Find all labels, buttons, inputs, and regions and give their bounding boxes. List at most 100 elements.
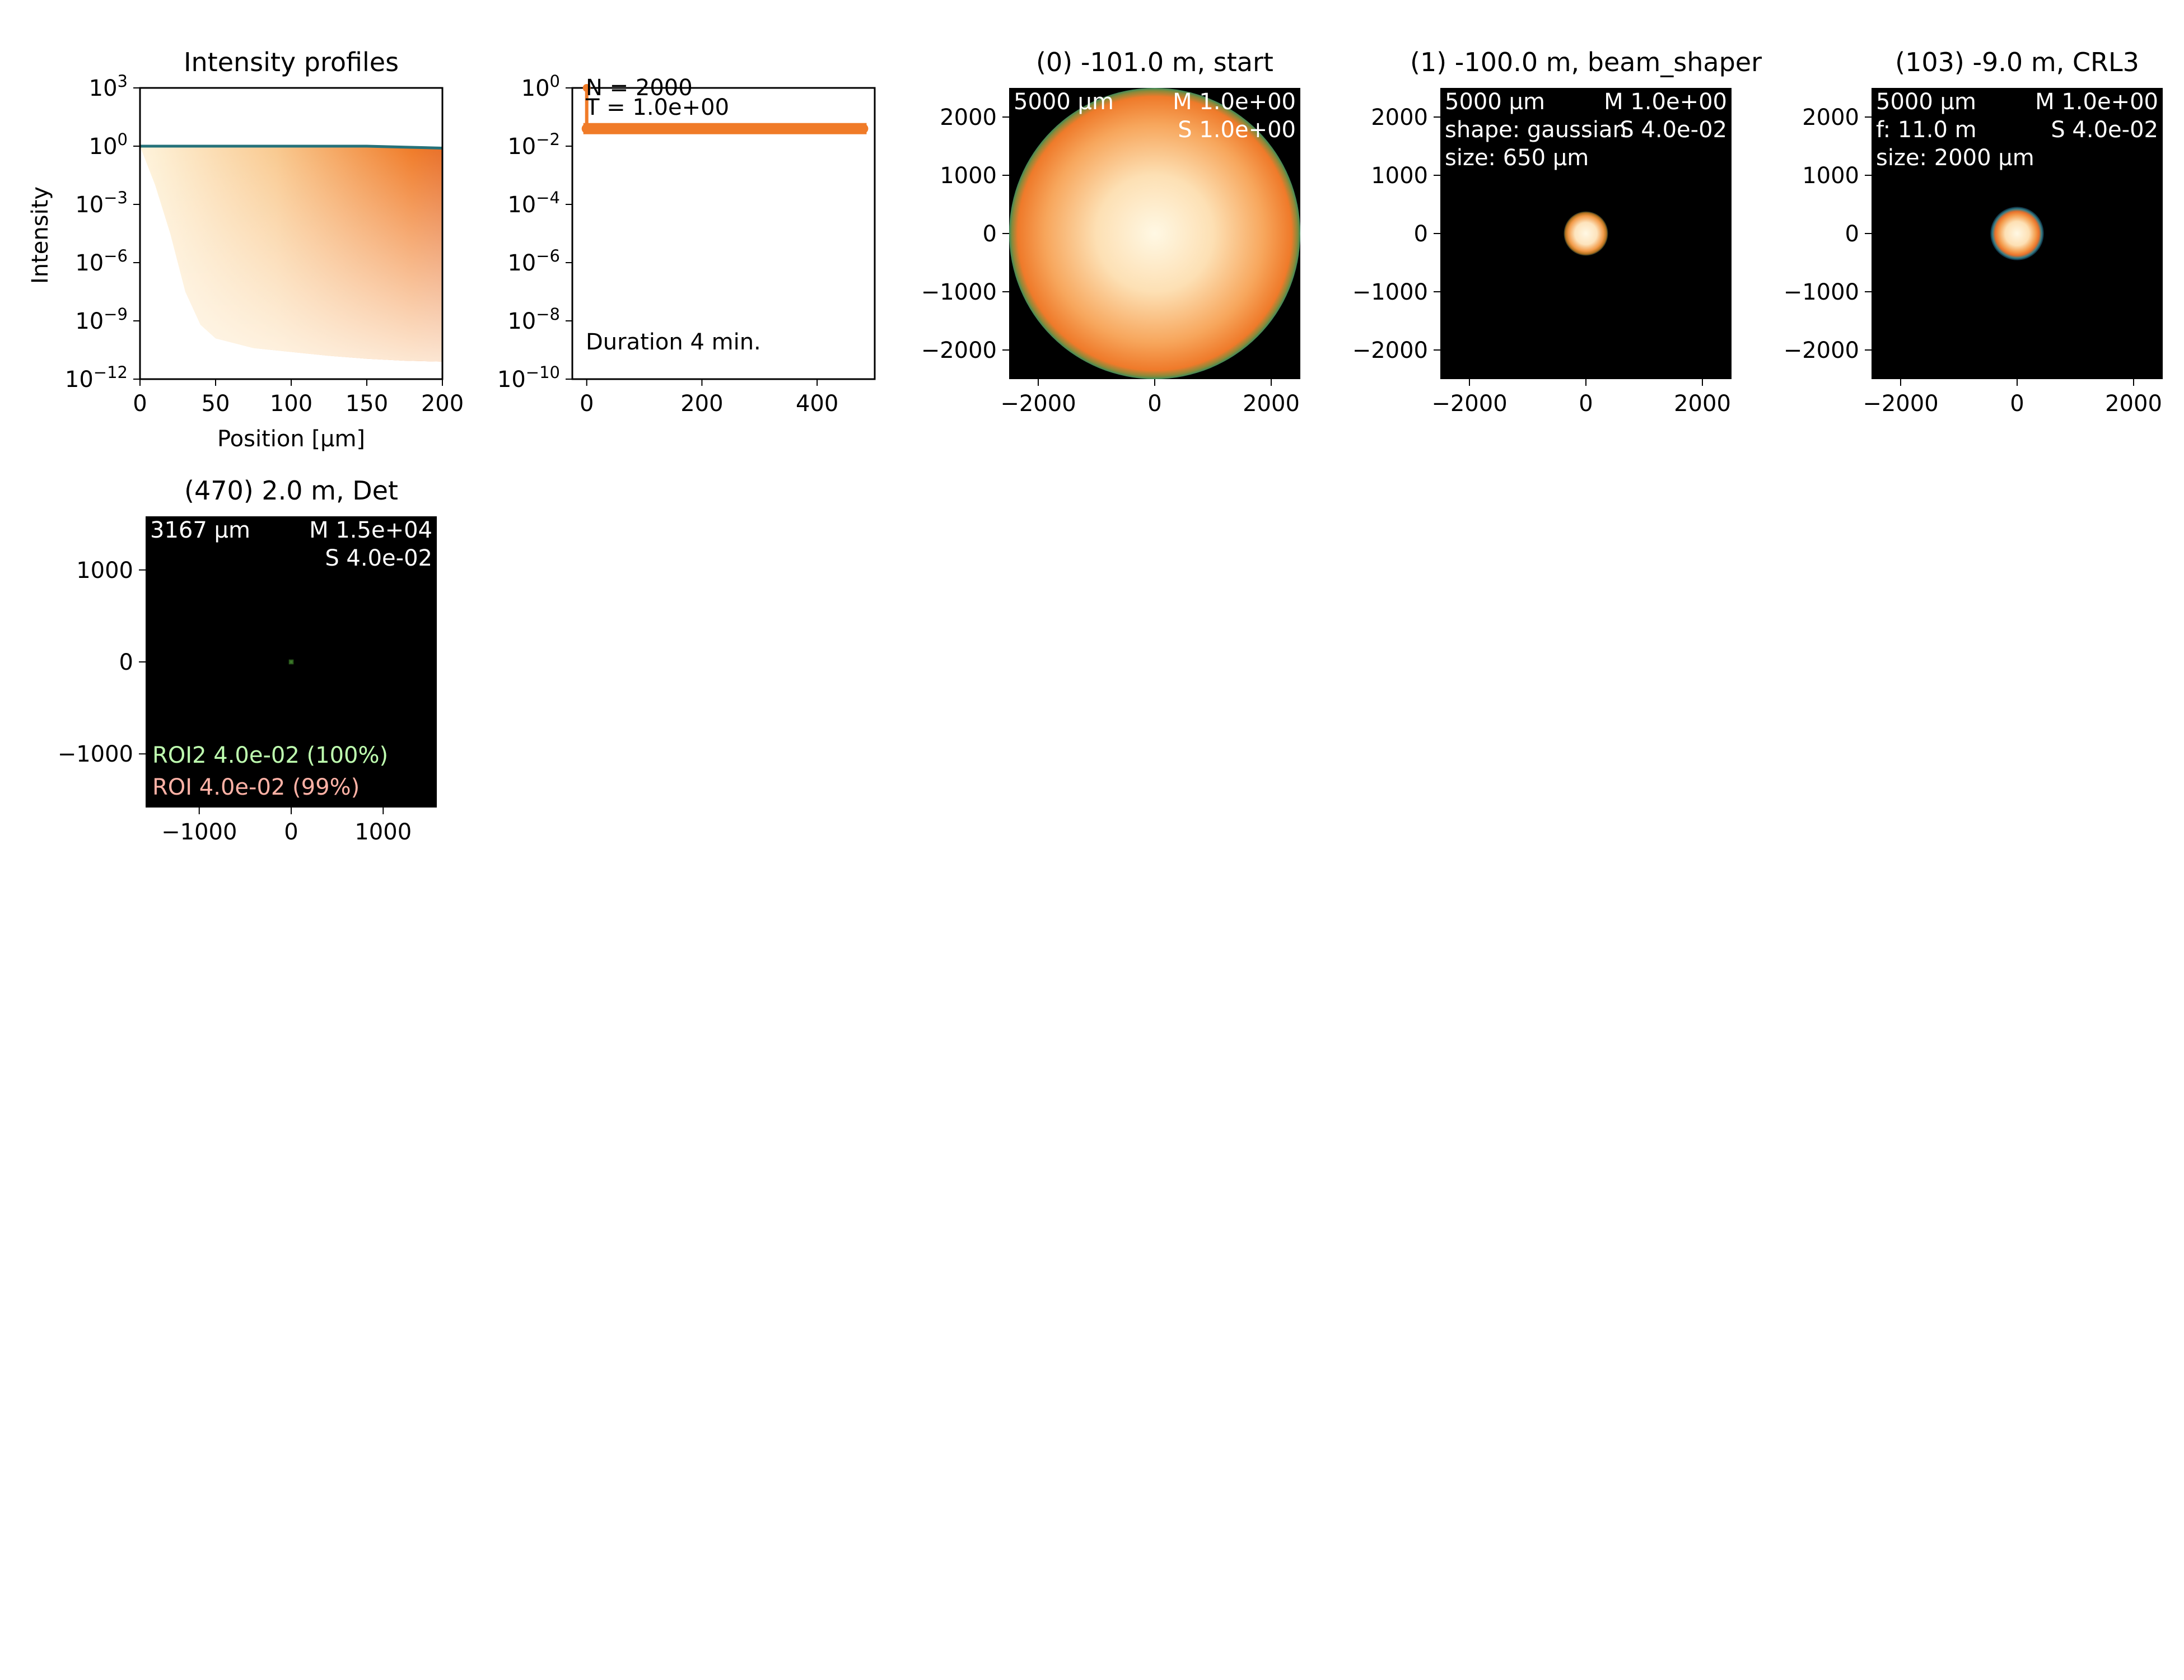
plane1-max-label: M 1.0e+00 [1604,89,1727,115]
y-tick-exponent: 3 [118,72,128,91]
profile-band-fade [140,146,442,362]
convergence-marker-band [583,123,867,134]
plane1-sum-label: S 4.0e-02 [1620,117,1727,143]
x-tick-label: 200 [680,391,723,417]
y-tick-label: −2000 [1784,338,1859,363]
y-tick-label: 10−10 [497,363,560,393]
plane1-size-param-label: size: 650 μm [1445,145,1589,171]
y-tick-label: 0 [1414,221,1428,247]
x-tick-label: 0 [1579,391,1593,417]
y-tick-label: 0 [983,221,997,247]
plane103-beam-spot [1990,207,2044,260]
y-tick-label: 103 [89,72,128,101]
intensity-profiles-x-ticks: 0 50 100 150 200 [133,379,464,417]
x-tick-label: −2000 [1431,391,1507,417]
y-tick-label: 1000 [1802,163,1859,189]
profile-band [140,144,443,362]
intensity-profiles-title: Intensity profiles [184,47,399,77]
plane0-max-label: M 1.0e+00 [1173,89,1296,115]
convergence-n-annotation: N = 2000 [586,75,693,101]
y-tick-exponent: 0 [550,72,560,91]
y-tick-label: 0 [119,650,133,675]
convergence-duration-annotation: Duration 4 min. [586,329,761,355]
plane1-size-label: 5000 μm [1445,89,1545,115]
y-tick-label: 100 [89,130,128,160]
plane470-max-label: M 1.5e+04 [309,517,432,543]
y-tick-exponent: 0 [118,130,128,149]
y-tick-label: 10−6 [75,246,128,276]
plane0-panel: (0) -101.0 m, start 5000 μm M 1.0e+00S 1.0… [921,47,1300,417]
y-tick-label: 10−6 [507,246,560,276]
y-tick-label: 10−8 [507,305,560,334]
plane470-panel: (470) 2.0 m, Det 3167 μm M 1.5e+04S 4.0e-0… [58,475,437,845]
y-tick-label: 10−12 [65,363,128,393]
y-tick-exponent: −2 [536,130,560,149]
x-tick-label: 0 [2010,391,2024,417]
plane470-roi2-label: ROI2 4.0e-02 (100%) [152,743,388,768]
y-tick-label: −2000 [1352,338,1428,363]
y-tick-exponent: −10 [526,363,560,382]
y-tick-label: 10−4 [507,188,560,218]
y-tick-exponent: −6 [536,246,560,265]
plane103-size-param-label: size: 2000 μm [1876,145,2034,171]
x-tick-label: 0 [284,819,298,845]
plane103-max-label: M 1.0e+00 [2035,89,2158,115]
plane0-beam-spot [1009,88,1300,379]
y-tick-exponent: −8 [536,305,560,324]
plane103-sum-label: S 4.0e-02 [2051,117,2158,143]
convergence-start-marker [582,84,591,92]
x-tick-label: 2000 [1674,391,1731,417]
x-tick-label: −2000 [1863,391,1938,417]
convergence-series [581,84,869,134]
y-tick-label: 2000 [1371,105,1428,130]
x-tick-label: 1000 [354,819,412,845]
convergence-panel: 0 200 400 100 10−2 10−4 10−6 10−8 10−10 N = 200… [497,72,876,417]
x-tick-label: 150 [346,391,388,417]
convergence-end-marker [581,123,592,134]
intensity-profiles-y-ticks: 103 100 10−3 10−6 10−9 10−12 [65,72,140,393]
plane1-title: (1) -100.0 m, beam_shaper [1410,47,1762,77]
plane470-roi-label: ROI 4.0e-02 (99%) [152,774,360,800]
plane470-size-label: 3167 μm [150,517,250,543]
y-tick-exponent: −3 [104,188,128,207]
y-tick-label: 1000 [76,558,133,584]
y-tick-label: −1000 [1352,279,1428,305]
plane1-param-label: shape: gaussian [1445,117,1627,143]
plane1-beam-spot [1564,211,1608,256]
x-tick-label: 0 [1147,391,1161,417]
convergence-frame [571,87,876,380]
y-tick-exponent: −12 [94,363,128,382]
plane103-param-label: f: 11.0 m [1876,117,1977,143]
x-tick-label: −1000 [161,819,237,845]
y-tick-label: 10−9 [75,305,128,334]
plane470-title: (470) 2.0 m, Det [184,475,398,506]
convergence-end-marker [858,123,869,134]
x-tick-label: 2000 [1243,391,1300,417]
x-tick-label: −2000 [1000,391,1076,417]
y-tick-exponent: −6 [104,246,128,265]
x-tick-label: 0 [580,391,594,417]
y-tick-label: 10−2 [507,130,560,160]
intensity-profiles-x-label: Position [μm] [217,426,365,452]
convergence-x-ticks: 0 200 400 [580,379,838,417]
x-tick-label: 100 [270,391,312,417]
x-tick-label: 400 [796,391,838,417]
plane0-size-label: 5000 μm [1014,89,1114,115]
plane0-title: (0) -101.0 m, start [1036,47,1273,77]
y-tick-label: 100 [521,72,560,101]
y-tick-label: −1000 [1784,279,1859,305]
plane103-panel: (103) -9.0 m, CRL3 5000 μmf: 11.0 msize: … [1784,47,2163,417]
x-tick-label: 0 [133,391,147,417]
convergence-t-annotation: T = 1.0e+00 [585,95,729,120]
intensity-profiles-y-label: Intensity [27,186,53,284]
x-tick-label: 2000 [2105,391,2162,417]
x-tick-label: 50 [202,391,230,417]
y-tick-label: 1000 [940,163,997,189]
convergence-y-ticks: 100 10−2 10−4 10−6 10−8 10−10 [497,72,572,393]
y-tick-label: 2000 [1802,105,1859,130]
y-tick-label: 1000 [1371,163,1428,189]
y-tick-label: −1000 [58,741,133,767]
y-tick-exponent: −4 [536,188,560,207]
